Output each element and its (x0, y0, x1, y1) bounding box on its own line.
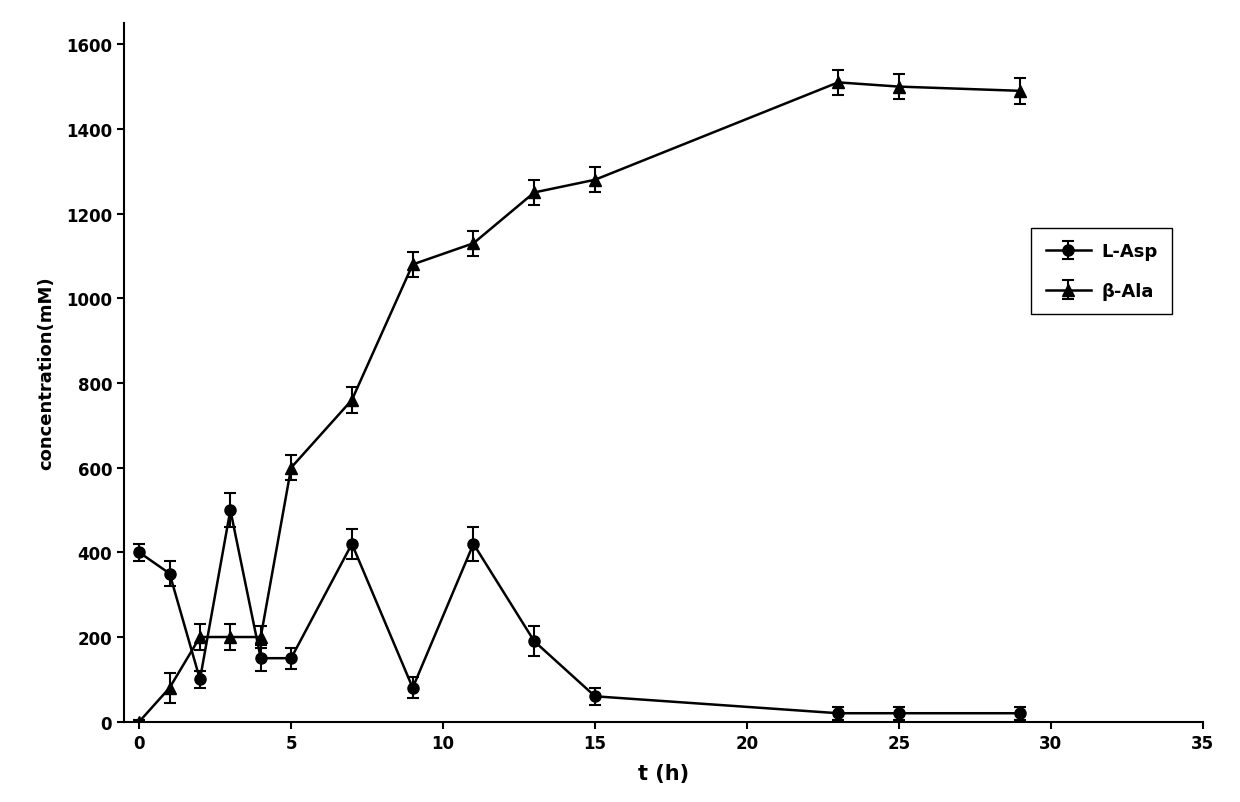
Y-axis label: concentration(mM): concentration(mM) (37, 276, 55, 470)
Legend: L-Asp, β-Ala: L-Asp, β-Ala (1032, 229, 1172, 315)
X-axis label: t (h): t (h) (637, 763, 689, 783)
